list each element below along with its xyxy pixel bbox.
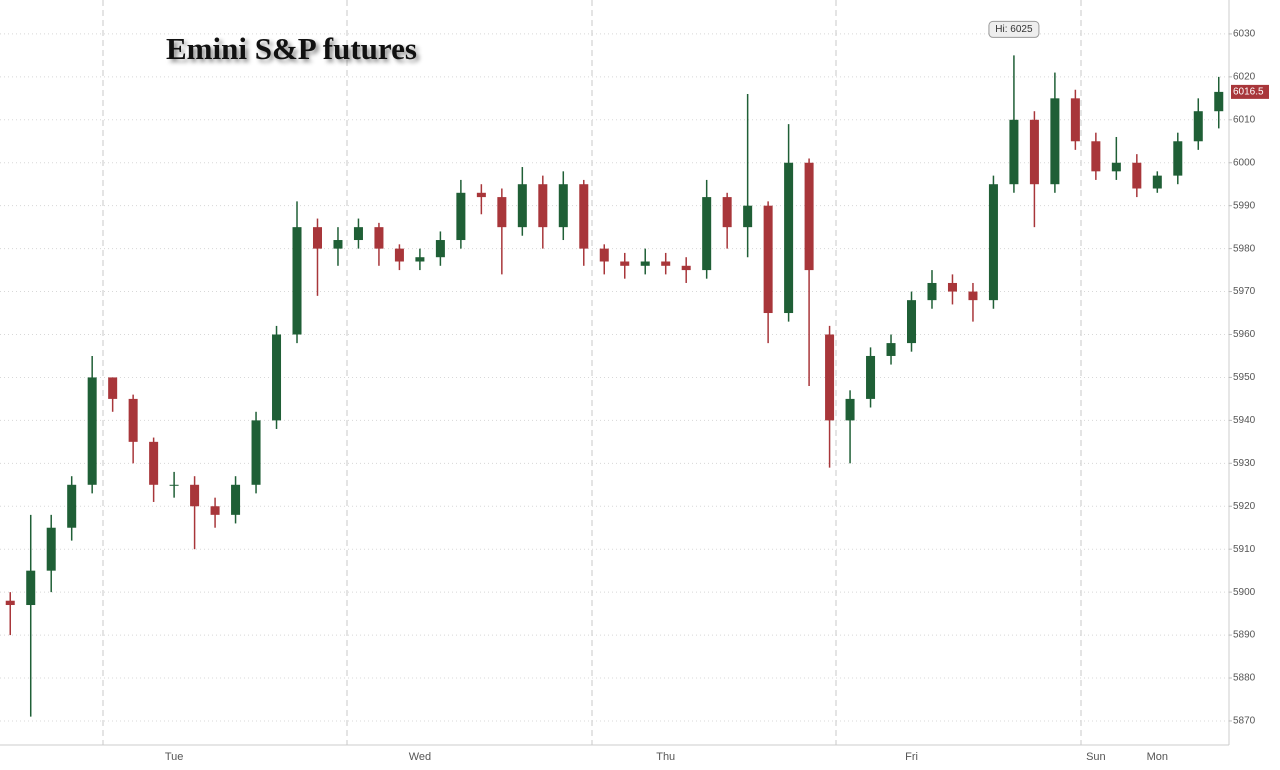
candle-body — [435, 240, 445, 258]
candle-body — [272, 334, 282, 421]
candle-body — [292, 227, 302, 335]
candle-body — [763, 205, 773, 314]
y-tick-label: 5980 — [1233, 243, 1256, 254]
candle-body — [886, 343, 896, 356]
candle-body — [374, 227, 384, 249]
candle-body — [538, 184, 548, 228]
candle-body — [394, 248, 404, 262]
annotation-box — [988, 20, 1040, 38]
y-tick-label: 5910 — [1233, 544, 1256, 555]
candle-body — [1193, 111, 1203, 142]
candle-body — [108, 377, 118, 399]
candle-body — [149, 441, 159, 485]
candle-body — [333, 240, 343, 249]
candle-body — [866, 355, 876, 399]
y-tick-label: 5950 — [1233, 372, 1256, 383]
candle-body — [251, 420, 261, 485]
candle-body — [1214, 91, 1224, 112]
candle-body — [845, 398, 855, 421]
candle-body — [5, 600, 15, 606]
candle-body — [743, 205, 753, 228]
candle-body — [128, 398, 138, 442]
x-tick-label: Thu — [656, 751, 675, 763]
annotation-text: Hi: 6025 — [995, 24, 1033, 35]
candle-body — [599, 248, 609, 262]
candle-body — [661, 261, 671, 266]
candle-body — [517, 184, 527, 228]
y-tick-label: 5940 — [1233, 415, 1256, 426]
y-tick-label: 6020 — [1233, 72, 1256, 83]
y-tick-label: 5890 — [1233, 630, 1256, 641]
candle-body — [804, 162, 814, 271]
y-tick-label: 5930 — [1233, 458, 1256, 469]
candle-body — [1091, 141, 1101, 172]
candle-body — [353, 227, 363, 241]
x-tick-label: Mon — [1147, 751, 1168, 763]
y-tick-label: 6030 — [1233, 29, 1256, 40]
candle-body — [26, 570, 36, 606]
candle-body — [1029, 119, 1039, 185]
last-price-label: 6016.5 — [1233, 87, 1264, 98]
candle-body — [476, 192, 486, 198]
x-tick-label: Sun — [1086, 751, 1106, 763]
y-tick-label: 5970 — [1233, 286, 1256, 297]
candle-body — [681, 265, 691, 271]
candle-body — [702, 197, 712, 271]
candle-body — [87, 377, 97, 485]
candle-body — [968, 291, 978, 301]
candle-body — [456, 192, 466, 241]
candle-body — [312, 227, 322, 249]
candle-body — [190, 484, 200, 507]
y-tick-label: 5920 — [1233, 501, 1256, 512]
candle-body — [46, 527, 56, 571]
candle-body — [947, 282, 957, 292]
last-price-box — [1231, 84, 1269, 99]
x-tick-label: Wed — [409, 751, 431, 763]
candle-body — [825, 334, 835, 421]
candle-body — [1173, 141, 1183, 176]
candle-body — [1009, 119, 1019, 185]
x-tick-label: Fri — [905, 751, 918, 763]
candle-body — [67, 484, 77, 528]
candle-body — [988, 184, 998, 301]
candle-body — [1132, 162, 1142, 189]
y-tick-label: 5870 — [1233, 716, 1256, 727]
candle-body — [1111, 162, 1121, 172]
y-tick-label: 6000 — [1233, 157, 1256, 168]
candle-body — [1152, 175, 1162, 189]
candle-body — [1050, 98, 1060, 185]
candle-body — [722, 197, 732, 228]
candle-body — [558, 184, 568, 228]
candle-body — [927, 282, 937, 301]
candle-body — [640, 261, 650, 266]
candle-body — [1070, 98, 1080, 142]
candle-body — [415, 257, 425, 262]
candle-body — [231, 484, 241, 515]
candle-body — [497, 197, 507, 228]
candle-body — [579, 184, 589, 249]
y-tick-label: 5880 — [1233, 673, 1256, 684]
x-tick-label: Tue — [165, 751, 184, 763]
chart-title: Emini S&P futures — [166, 31, 417, 66]
candle-body — [210, 506, 220, 515]
y-tick-label: 5900 — [1233, 587, 1256, 598]
candle-body — [907, 300, 917, 344]
y-tick-label: 6010 — [1233, 114, 1256, 125]
y-tick-label: 5990 — [1233, 200, 1256, 211]
candle-body — [169, 484, 179, 486]
candle-body — [784, 162, 794, 314]
y-tick-label: 5960 — [1233, 329, 1256, 340]
candle-body — [620, 261, 630, 266]
